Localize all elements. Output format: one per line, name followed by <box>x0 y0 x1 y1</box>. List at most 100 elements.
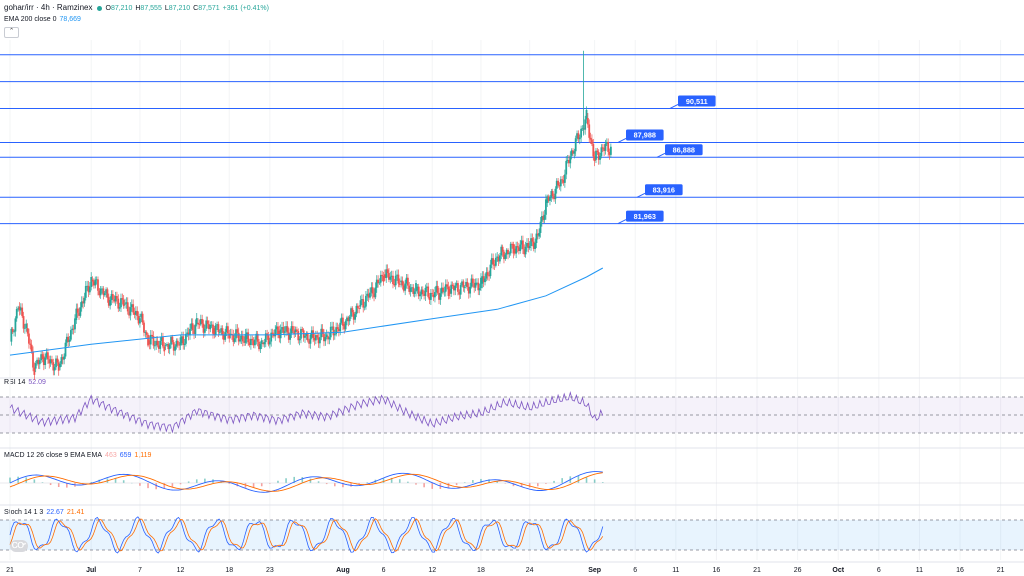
candle-body <box>467 286 470 294</box>
candle-body <box>55 358 57 368</box>
candle-body <box>268 341 271 345</box>
candle-body <box>476 282 478 284</box>
price-level-tag[interactable]: 83,916 <box>636 184 683 198</box>
low-value: 87,210 <box>168 5 191 12</box>
macd-legend[interactable]: MACD 12 26 close 9 EMA EMA 463 659 1,119 <box>4 451 154 460</box>
candle-body <box>67 336 70 342</box>
price-level-tag-box <box>678 95 716 107</box>
candle-body <box>102 288 105 296</box>
candle-body <box>287 332 290 340</box>
macd-histogram-bar <box>187 481 190 483</box>
candle-body <box>420 289 423 295</box>
candle-body <box>568 159 570 164</box>
candle-body <box>313 337 316 341</box>
macd-histogram-bar <box>382 478 385 483</box>
candle-body <box>604 143 607 151</box>
price-level-tag[interactable]: 90,511 <box>669 95 716 109</box>
candle-body <box>554 188 557 200</box>
candle-body <box>431 292 434 294</box>
candle-body <box>532 241 535 249</box>
candle-body <box>225 326 228 333</box>
candle-body <box>442 287 444 292</box>
macd-histogram-bar <box>98 479 101 483</box>
candle-body <box>232 334 235 342</box>
candle-body <box>546 196 549 203</box>
candle-body <box>52 362 55 371</box>
macd-histogram-bar <box>122 480 125 483</box>
candle-body <box>241 335 244 342</box>
candle-body <box>221 328 224 335</box>
candle-body <box>137 315 140 324</box>
candle-body <box>171 336 174 343</box>
rsi-legend[interactable]: RSI 14 52.09 <box>4 378 49 387</box>
candle-body <box>182 336 185 345</box>
candle-body <box>305 333 308 336</box>
candle-body <box>301 329 304 331</box>
candle-body <box>356 305 359 309</box>
candle-body <box>186 332 189 334</box>
stoch-label: Stoch 14 1 3 <box>4 509 44 516</box>
candle-body <box>312 330 315 338</box>
candle-body <box>585 109 588 120</box>
macd-histogram-bar <box>147 483 149 489</box>
candle-body <box>174 346 177 351</box>
candle-body <box>354 314 356 320</box>
tradingview-logo-icon[interactable]: ᏟᏅ <box>10 540 28 552</box>
candle-body <box>42 356 45 366</box>
ema-legend[interactable]: EMA 200 close 0 78,669 <box>4 15 84 24</box>
price-level-tag-pointer <box>656 152 666 158</box>
candle-body <box>538 232 541 237</box>
candle-body <box>132 304 135 313</box>
candle-body <box>586 118 589 125</box>
macd-histogram-bar <box>488 479 490 483</box>
candle-body <box>19 307 22 311</box>
macd-histogram-bar <box>17 476 19 483</box>
ema-line <box>9 267 604 356</box>
candle-body <box>193 330 195 334</box>
price-level-tag[interactable]: 87,988 <box>617 129 664 143</box>
candle-body <box>593 156 596 162</box>
x-tick-label: Aug <box>336 567 350 574</box>
candle-body <box>245 332 248 339</box>
candle-body <box>463 287 466 288</box>
candle-body <box>597 152 600 160</box>
price-level-tag-pointer <box>617 138 627 143</box>
candle-body <box>324 337 327 342</box>
candle-body <box>484 278 486 283</box>
price-level-tag[interactable]: 81,963 <box>617 210 664 225</box>
candle-body <box>323 334 325 342</box>
candle-body <box>143 322 145 333</box>
stoch-legend[interactable]: Stoch 14 1 3 22.67 21.41 <box>4 508 87 517</box>
candle-body <box>22 316 25 329</box>
price-level-tag[interactable]: 86,888 <box>656 144 703 158</box>
candle-body <box>452 286 455 291</box>
candle-body <box>97 279 99 291</box>
candle-body <box>285 326 287 332</box>
candle-body <box>319 337 321 344</box>
price-level-tags[interactable]: 90,511 87,988 86,888 83,916 81,963 <box>617 95 716 225</box>
candle-body <box>281 327 283 330</box>
candle-body <box>57 362 60 371</box>
candle-body <box>370 287 373 293</box>
candle-body <box>470 278 473 287</box>
price-level-tag-label: 83,916 <box>653 186 675 195</box>
price-level-tag-box <box>626 210 664 222</box>
collapse-legend-button[interactable]: ⌃ <box>4 27 19 38</box>
candle-body <box>566 159 569 161</box>
macd-histogram-bar <box>455 483 458 486</box>
candle-body <box>210 324 213 326</box>
candle-body <box>336 327 339 329</box>
candle-body <box>592 144 595 157</box>
candle-body <box>98 290 101 296</box>
symbol-title[interactable]: gohar/irr · 4h · Ramzinex <box>4 3 93 12</box>
candle-body <box>317 337 320 344</box>
stoch-d-line <box>9 518 604 552</box>
candle-body <box>412 287 415 294</box>
candle-body <box>155 340 158 346</box>
candle-body <box>559 179 562 187</box>
candle-body <box>535 233 538 244</box>
candle-body <box>222 334 225 340</box>
candle-body <box>116 296 118 299</box>
candle-body <box>49 359 52 364</box>
